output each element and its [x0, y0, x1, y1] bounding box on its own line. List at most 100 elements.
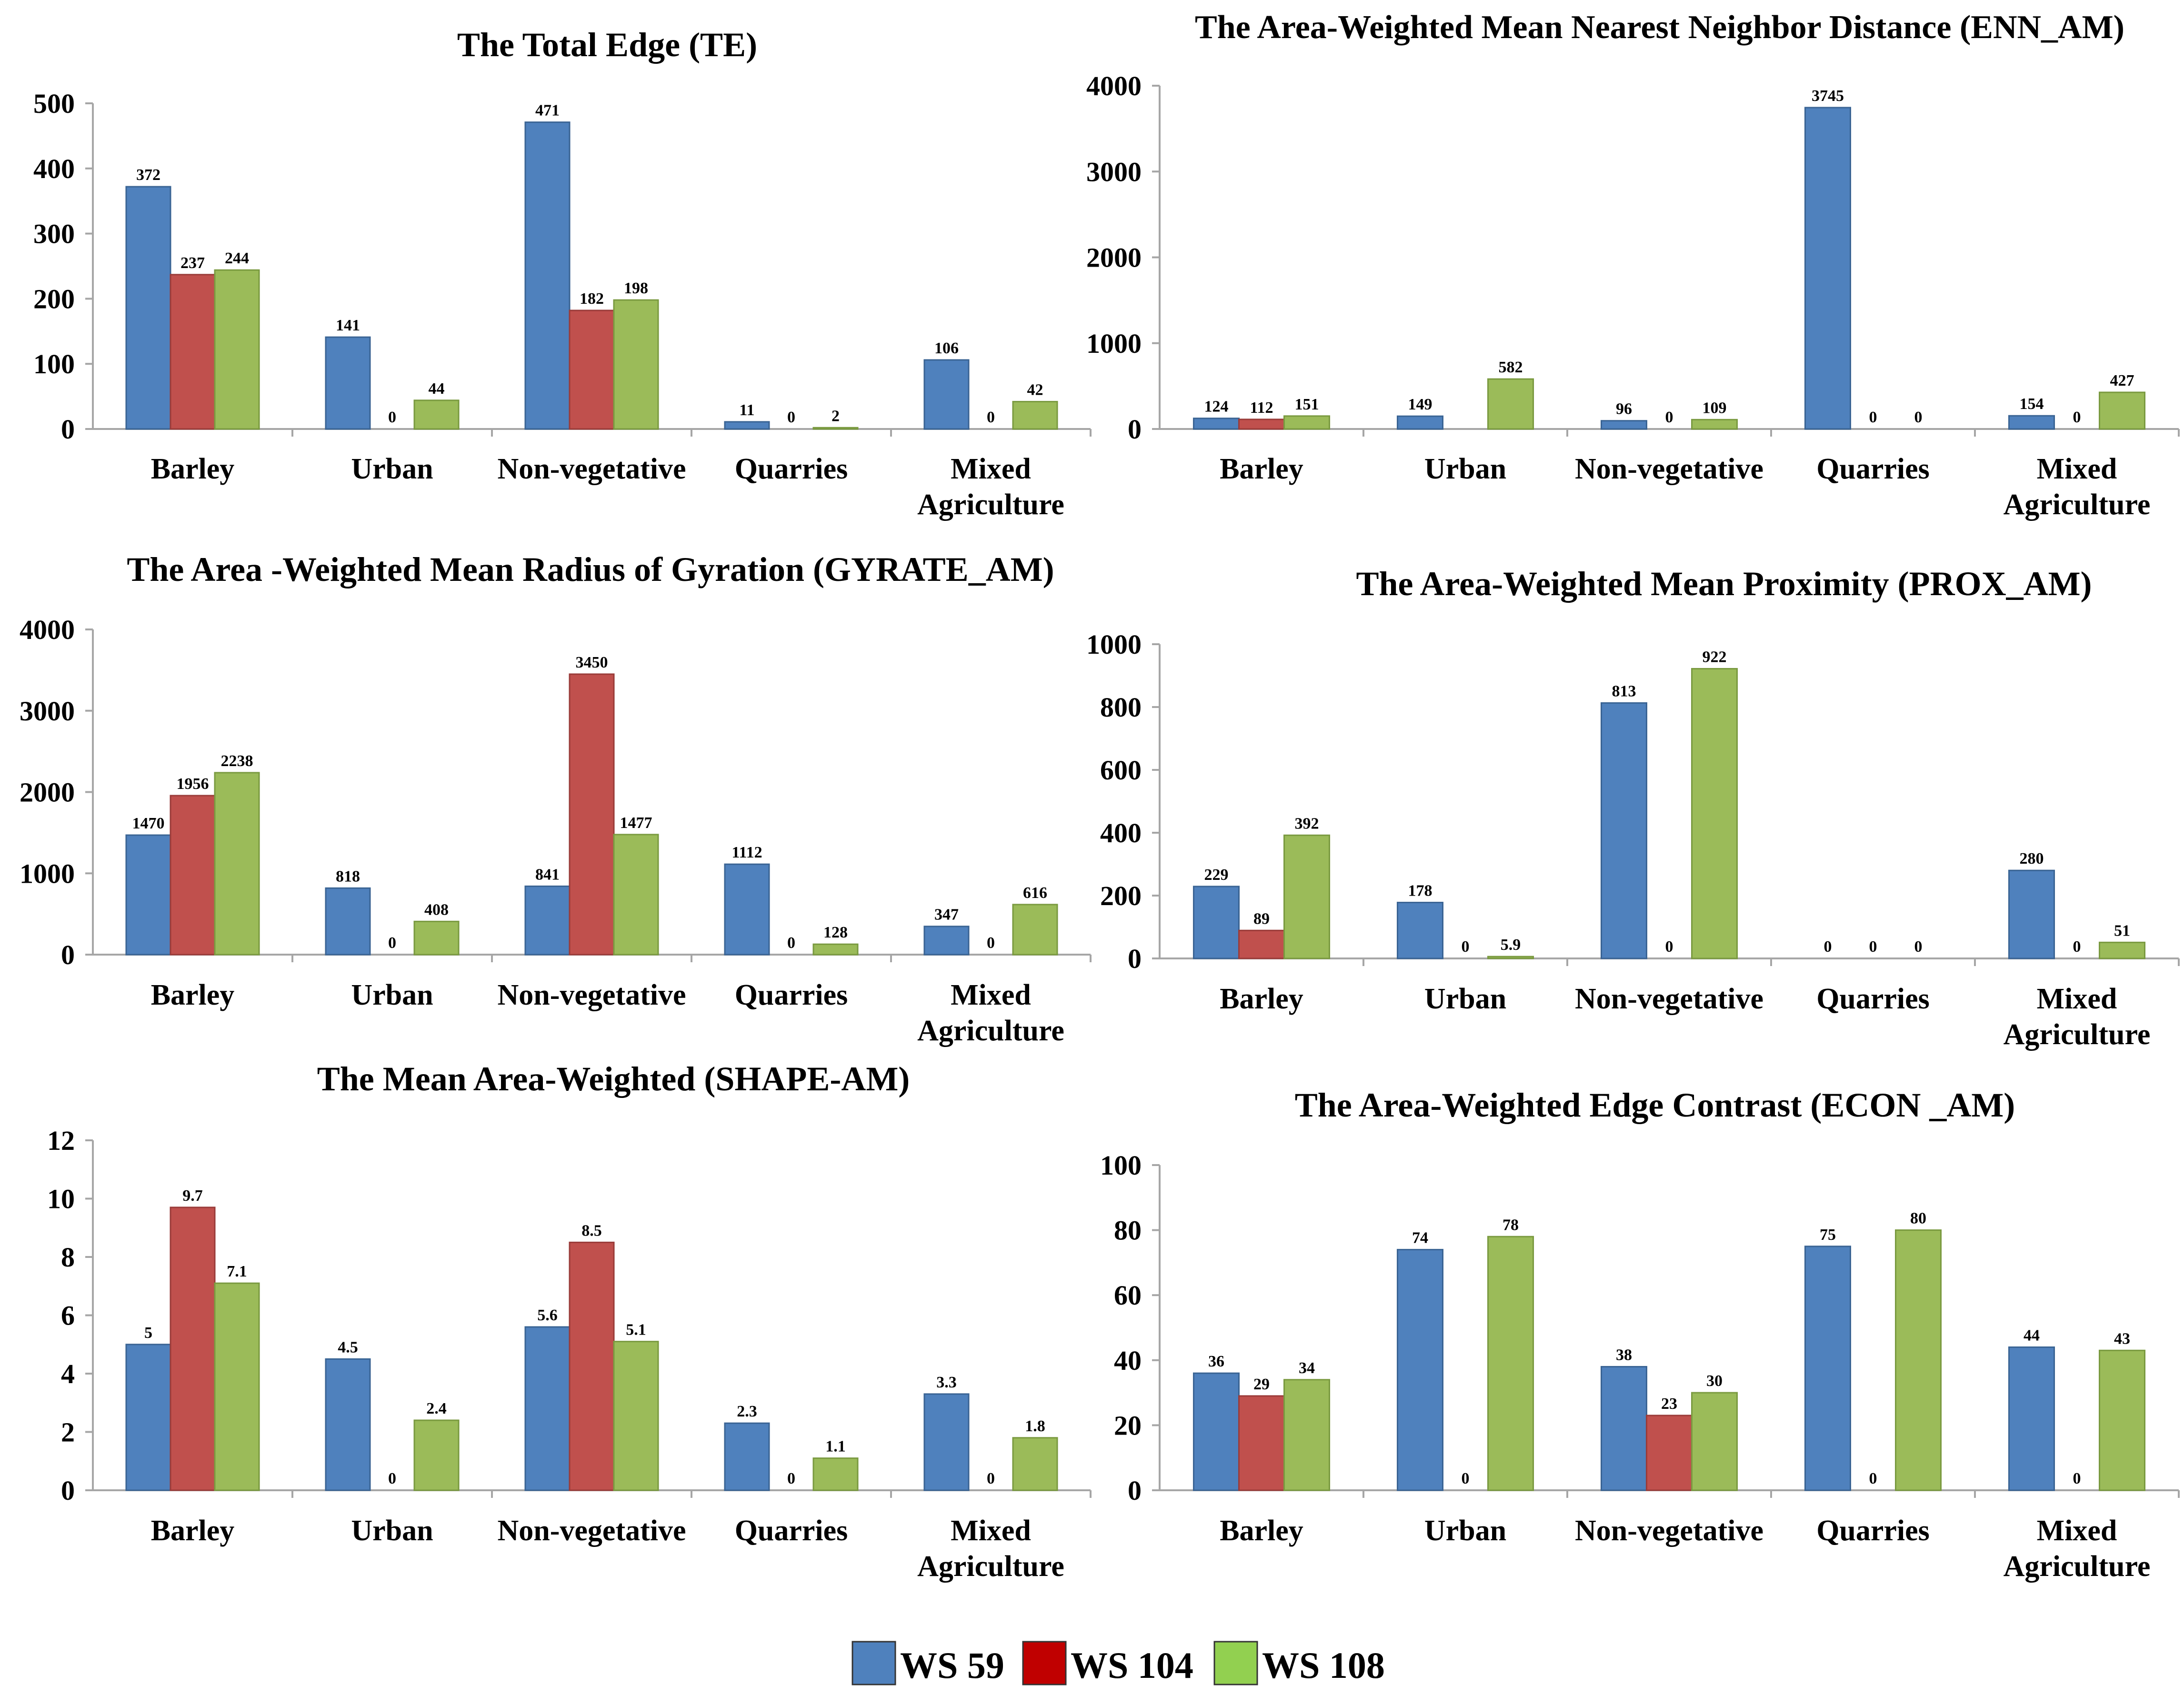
data-label: 2	[832, 407, 840, 425]
data-label: 0	[1914, 409, 1923, 426]
data-label: 5.6	[537, 1306, 558, 1324]
y-tick-label: 400	[33, 153, 75, 184]
bar-ws108	[812, 1457, 859, 1491]
category-label: Non-vegetative	[1575, 1515, 1763, 1547]
y-tick-label: 1000	[20, 858, 75, 889]
category-label: Barley	[1220, 1515, 1303, 1547]
data-label: 44	[2024, 1326, 2040, 1344]
data-label: 5.9	[1501, 936, 1521, 954]
data-label: 80	[1910, 1210, 1926, 1227]
category-label: Non-vegetative	[498, 1515, 686, 1547]
category-label: Urban	[1424, 983, 1506, 1015]
data-label: 392	[1295, 815, 1319, 832]
bar-ws59	[325, 1358, 371, 1491]
category-label: Urban	[1424, 1515, 1506, 1547]
bar-ws59	[325, 887, 371, 956]
chart-title: The Area -Weighted Mean Radius of Gyrati…	[127, 550, 1054, 588]
category-label: Non-vegetative	[498, 979, 686, 1011]
y-tick-label: 60	[1114, 1280, 1142, 1311]
bar-ws108	[812, 943, 859, 956]
category-label: Quarries	[735, 979, 848, 1011]
data-label: 427	[2110, 372, 2134, 389]
category-label: Mixed	[951, 453, 1031, 485]
bar-ws108	[214, 772, 260, 956]
bar-ws104	[569, 673, 615, 956]
category-label: Mixed	[951, 979, 1031, 1011]
data-label: 372	[136, 166, 160, 184]
legend-swatch-ws108	[1213, 1641, 1258, 1685]
bar-ws108	[1487, 956, 1534, 959]
bar-ws108	[1487, 1236, 1534, 1491]
data-label: 0	[787, 1470, 795, 1487]
bar-ws104	[1238, 929, 1285, 959]
data-label: 141	[336, 317, 360, 334]
data-label: 96	[1616, 400, 1632, 418]
bar-ws108	[1012, 401, 1058, 430]
y-tick-label: 1000	[1086, 328, 1142, 359]
category-label: Agriculture	[917, 1550, 1064, 1583]
bar-ws104	[569, 1241, 615, 1491]
data-label: 0	[787, 409, 795, 426]
bar-ws104	[1645, 1415, 1693, 1491]
data-label: 5	[144, 1324, 152, 1342]
y-tick-label: 6	[61, 1300, 75, 1331]
data-label: 0	[1869, 938, 1877, 956]
y-tick-label: 12	[47, 1125, 75, 1156]
data-label: 75	[1820, 1226, 1836, 1244]
category-label: Quarries	[1816, 453, 1930, 485]
data-label: 0	[388, 409, 396, 426]
bar-ws108	[413, 399, 460, 430]
data-label: 1470	[132, 815, 164, 832]
y-tick-label: 80	[1114, 1215, 1142, 1246]
category-label: Quarries	[1816, 983, 1930, 1015]
data-label: 154	[2019, 395, 2044, 413]
bar-ws59	[1192, 1372, 1240, 1491]
data-label: 582	[1499, 359, 1523, 376]
data-label: 78	[1503, 1216, 1519, 1234]
y-tick-label: 0	[1128, 943, 1142, 974]
data-label: 841	[535, 866, 560, 883]
bar-ws59	[1396, 1249, 1443, 1491]
y-tick-label: 0	[61, 939, 75, 970]
y-tick-label: 200	[33, 283, 75, 314]
category-label: Non-vegetative	[1575, 983, 1763, 1015]
category-label: Mixed	[2037, 1515, 2117, 1547]
bar-ws108	[1691, 419, 1738, 430]
data-label: 51	[2114, 922, 2130, 939]
legend-swatch-ws59	[852, 1641, 896, 1685]
data-label: 0	[1823, 938, 1832, 956]
data-label: 0	[1914, 938, 1923, 956]
bar-ws104	[170, 1206, 216, 1491]
legend-label-ws108: WS 108	[1262, 1645, 1385, 1686]
category-label: Urban	[351, 1515, 433, 1547]
bar-ws59	[524, 121, 571, 430]
data-label: 106	[934, 339, 959, 357]
data-label: 128	[823, 924, 848, 941]
data-label: 109	[1703, 399, 1727, 417]
category-label: Agriculture	[2004, 489, 2151, 521]
data-label: 3.3	[936, 1374, 957, 1391]
bar-ws59	[2008, 415, 2055, 430]
bar-ws59	[1396, 415, 1443, 430]
data-label: 42	[1027, 381, 1043, 399]
bar-ws108	[413, 1419, 460, 1491]
data-label: 29	[1253, 1376, 1270, 1393]
y-tick-label: 0	[1128, 414, 1142, 445]
chart-title: The Total Edge (TE)	[457, 26, 757, 64]
bar-ws108	[2099, 941, 2146, 959]
data-label: 38	[1616, 1346, 1632, 1364]
data-label: 0	[1462, 938, 1470, 956]
data-label: 616	[1023, 884, 1047, 902]
category-label: Agriculture	[2004, 1018, 2151, 1051]
data-label: 0	[787, 934, 795, 952]
data-label: 0	[2073, 409, 2081, 426]
category-label: Agriculture	[917, 1015, 1064, 1047]
data-label: 0	[2073, 938, 2081, 956]
data-label: 3745	[1812, 87, 1844, 105]
category-label: Non-vegetative	[498, 453, 686, 485]
bar-ws59	[724, 863, 770, 956]
data-label: 280	[2019, 850, 2044, 867]
chart-title: The Area-Weighted Mean Nearest Neighbor …	[1195, 9, 2124, 46]
y-tick-label: 2000	[20, 777, 75, 808]
bar-ws108	[1283, 1379, 1331, 1491]
